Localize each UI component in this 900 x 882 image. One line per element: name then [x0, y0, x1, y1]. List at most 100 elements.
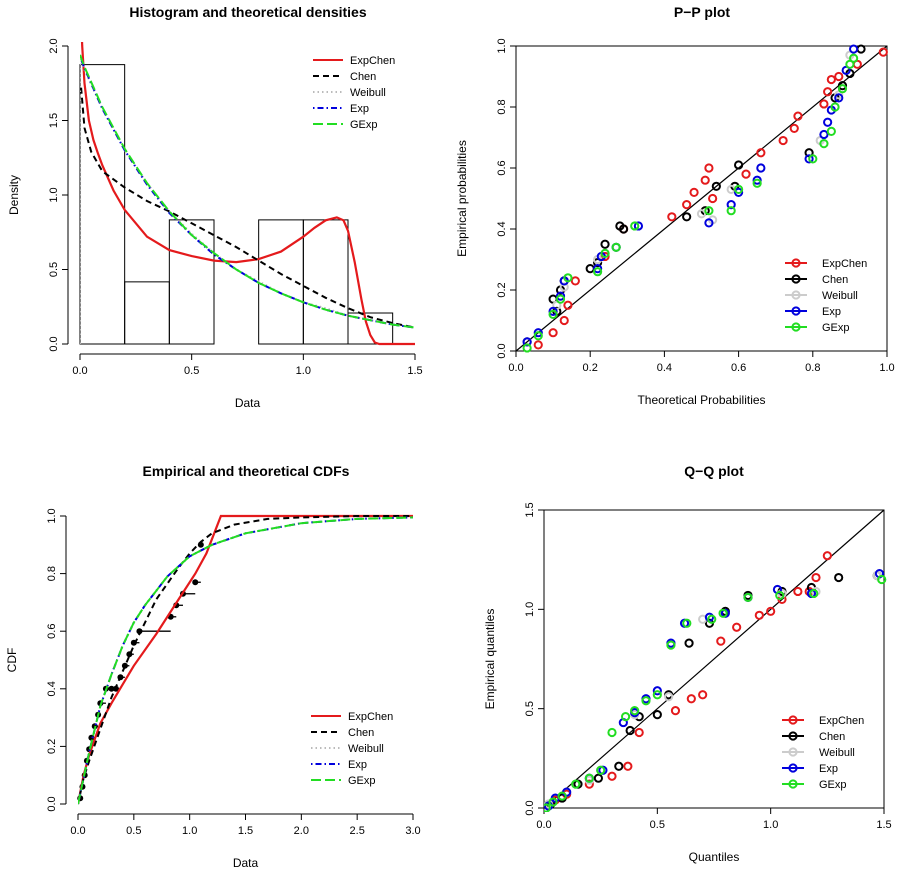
point-expchen [716, 636, 726, 646]
point-exp [726, 200, 736, 210]
y-axis-label: Density [7, 175, 21, 215]
point-exp [522, 337, 532, 347]
y-tick-label: 0.6 [46, 624, 58, 639]
point-expchen [819, 99, 829, 109]
point-gexp [837, 84, 848, 94]
chart-title: Q−Q plot [684, 463, 744, 479]
point-expchen [834, 71, 844, 82]
point-expchen [708, 193, 718, 204]
legend-marker [788, 731, 798, 741]
x-tick-label: 3.0 [405, 825, 420, 837]
y-tick-label: 1.0 [496, 38, 508, 53]
legend-marker [791, 306, 801, 316]
series-gexp [544, 574, 887, 812]
point-gexp [611, 242, 621, 252]
point-gexp [666, 640, 676, 650]
legend: ExpChen Chen Weibull Exp GExp [785, 258, 867, 334]
point-exp [849, 44, 859, 54]
point-gexp [819, 139, 829, 149]
line-weibull [80, 56, 416, 345]
legend-label: Exp [348, 759, 367, 771]
point-exp [734, 187, 744, 197]
legend: ExpChen Chen Weibull Exp GExp [782, 715, 864, 791]
point-gexp [743, 592, 753, 603]
point-gexp [809, 588, 819, 599]
x-tick-label: 1.0 [182, 825, 197, 837]
y-tick-label: 0.4 [46, 681, 58, 696]
legend-label: Weibull [348, 743, 384, 755]
y-tick-label: 1.5 [48, 113, 60, 128]
x-tick-label: 0.0 [536, 819, 551, 831]
point-gexp [533, 331, 543, 341]
legend-label: Chen [822, 274, 848, 286]
point-gexp [630, 221, 640, 231]
y-tick-label: 0.2 [496, 282, 508, 297]
point-gexp [522, 343, 532, 353]
point-exp [593, 264, 603, 274]
legend-marker [791, 290, 801, 300]
x-tick-label: 0.0 [72, 365, 87, 377]
y-axis-label: Empirical quantiles [483, 609, 497, 710]
x-axis-label: Data [235, 396, 261, 410]
x-tick-label: 1.5 [876, 819, 891, 831]
point-gexp [571, 779, 581, 789]
point-expchen [607, 771, 617, 781]
point-gexp [704, 206, 714, 216]
x-tick-label: 1.0 [763, 819, 778, 831]
series-weibull [522, 50, 855, 347]
y-tick-label: 0.0 [524, 800, 536, 815]
y-tick-label: 0.5 [48, 262, 60, 277]
empirical-cdf [77, 541, 204, 802]
legend-label: ExpChen [819, 715, 864, 727]
point-gexp [752, 178, 762, 188]
point-expchen [634, 727, 644, 738]
point-expchen [689, 187, 699, 197]
histogram-bar [168, 219, 215, 345]
point-gexp [682, 618, 692, 628]
point-exp [819, 129, 829, 140]
line-expchen [80, 42, 415, 346]
point-expchen [700, 175, 710, 185]
point-expchen [623, 761, 633, 771]
point-chen [614, 761, 624, 771]
point-gexp [826, 126, 836, 136]
point-expchen [732, 622, 742, 632]
legend-marker [791, 258, 801, 268]
chart-title: Empirical and theoretical CDFs [143, 463, 350, 479]
x-tick-label: 1.5 [238, 825, 253, 837]
y-tick-label: 1.0 [46, 508, 58, 523]
point-expchen [754, 610, 764, 620]
point-exp [834, 93, 844, 103]
point-weibull [696, 209, 707, 219]
point-gexp [641, 696, 651, 706]
axes: 0.0 0.2 0.4 0.6 0.8 1.0 0.0 0.2 0.4 0.6 0.8 1.0 Theo… [455, 38, 895, 407]
axes: 0.0 0.5 1.0 1.5 0.0 0.5 1.0 1.5 2.0 Data Density [7, 38, 423, 410]
legend-label: ExpChen [350, 55, 395, 67]
point-gexp [557, 791, 567, 801]
point-expchen [570, 276, 580, 286]
point-gexp [596, 765, 606, 775]
x-tick-label: 0.0 [70, 825, 85, 837]
legend-label: GExp [819, 779, 847, 791]
point-chen [600, 239, 610, 249]
point-chen [734, 160, 744, 170]
legend-label: Exp [350, 103, 369, 115]
legend-marker [788, 763, 798, 773]
point-expchen [793, 586, 803, 597]
legend-label: ExpChen [822, 258, 867, 270]
legend-label: Chen [348, 727, 374, 739]
series-expchen [550, 551, 832, 805]
y-tick-label: 0.0 [48, 336, 60, 351]
x-tick-label: 0.5 [650, 819, 665, 831]
legend-label: Chen [819, 731, 845, 743]
point-gexp [775, 590, 785, 601]
point-gexp [548, 309, 558, 319]
point-exp [555, 291, 566, 301]
y-tick-label: 1.0 [524, 602, 536, 617]
x-axis-label: Theoretical Probabilities [637, 393, 765, 407]
point-gexp [607, 727, 617, 738]
legend-marker [791, 322, 801, 332]
point-chen [585, 264, 595, 274]
ecdf-point [108, 685, 115, 692]
